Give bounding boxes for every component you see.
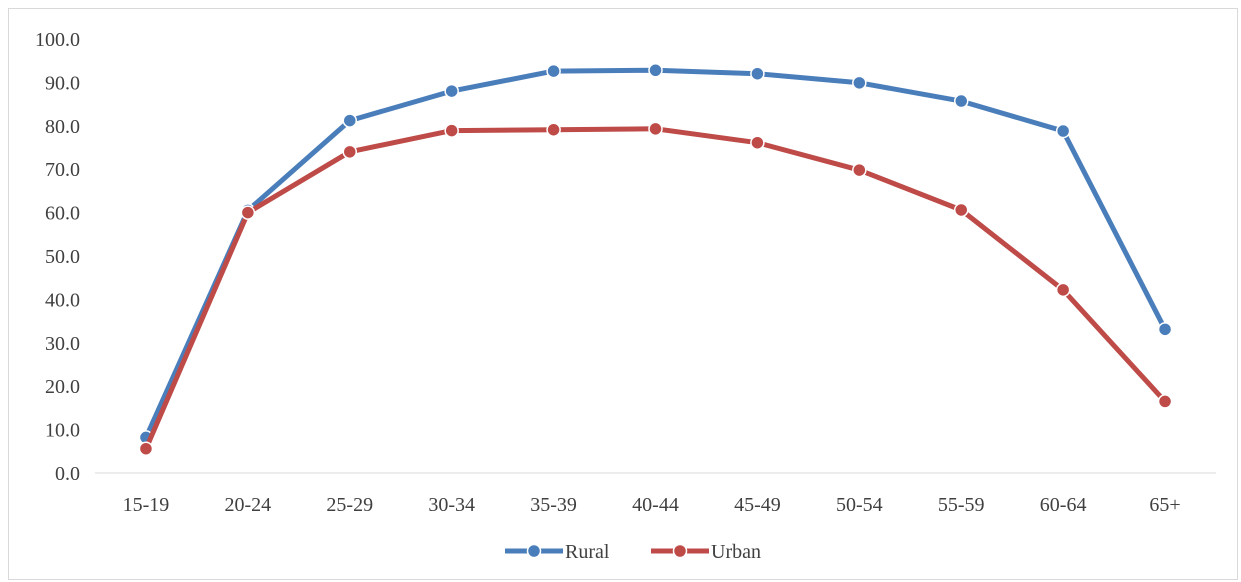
data-point xyxy=(648,121,663,137)
y-tick-label: 20.0 xyxy=(45,376,80,398)
data-point xyxy=(342,144,358,160)
data-point xyxy=(750,66,765,81)
series-group xyxy=(138,62,1173,456)
x-tick-label: 25-29 xyxy=(326,494,373,516)
y-tick-label: 50.0 xyxy=(45,246,80,268)
data-point xyxy=(342,113,358,128)
x-tick-label: 20-24 xyxy=(225,494,272,516)
data-point xyxy=(852,75,867,91)
legend-item-rural: Rural xyxy=(505,541,610,563)
legend-swatch-marker xyxy=(526,543,542,559)
x-axis-ticks: 15-19 20-24 25-29 30-34 35-39 40-44 45-49 50-54… xyxy=(123,494,1181,516)
legend-label: Urban xyxy=(711,541,761,563)
series-rural xyxy=(138,62,1173,445)
y-tick-label: 80.0 xyxy=(45,116,80,138)
y-tick-label: 70.0 xyxy=(45,159,80,181)
y-tick-label: 100.0 xyxy=(35,29,80,51)
y-tick-label: 10.0 xyxy=(45,420,80,442)
data-point xyxy=(648,62,663,78)
data-point xyxy=(1157,394,1173,409)
data-point xyxy=(546,63,561,79)
y-tick-label: 30.0 xyxy=(45,333,80,355)
data-point xyxy=(138,441,154,456)
y-axis-ticks: 0.0 10.0 20.0 30.0 40.0 50.0 60.0 70.0 80.0 90.0 1… xyxy=(35,29,80,485)
data-point xyxy=(240,205,256,220)
legend: Rural Urban xyxy=(505,541,761,563)
chart-frame xyxy=(8,8,1238,580)
y-tick-label: 60.0 xyxy=(45,203,80,225)
data-point xyxy=(852,162,867,178)
x-tick-label: 60-64 xyxy=(1040,494,1087,516)
data-point xyxy=(750,135,765,150)
x-tick-label: 50-54 xyxy=(836,494,883,516)
data-point xyxy=(953,202,969,218)
x-tick-label: 30-34 xyxy=(428,494,475,516)
x-tick-label: 40-44 xyxy=(632,494,679,516)
x-tick-label: 65+ xyxy=(1149,494,1180,516)
x-tick-label: 35-39 xyxy=(530,494,577,516)
legend-swatch-marker xyxy=(672,543,688,559)
legend-item-urban: Urban xyxy=(651,541,761,563)
data-point xyxy=(546,122,561,137)
data-point xyxy=(444,123,459,138)
data-point xyxy=(1157,322,1173,337)
series-line-urban xyxy=(143,126,1168,452)
x-tick-label: 45-49 xyxy=(734,494,781,516)
x-tick-label: 55-59 xyxy=(938,494,985,516)
series-urban xyxy=(138,121,1173,456)
y-tick-label: 90.0 xyxy=(45,72,80,94)
x-tick-label: 15-19 xyxy=(123,494,170,516)
y-tick-label: 0.0 xyxy=(55,463,80,485)
data-point xyxy=(444,83,459,99)
y-tick-label: 40.0 xyxy=(45,289,80,311)
data-point xyxy=(1055,282,1071,298)
data-point xyxy=(1055,123,1071,139)
data-point xyxy=(953,93,969,109)
legend-label: Rural xyxy=(565,541,610,563)
